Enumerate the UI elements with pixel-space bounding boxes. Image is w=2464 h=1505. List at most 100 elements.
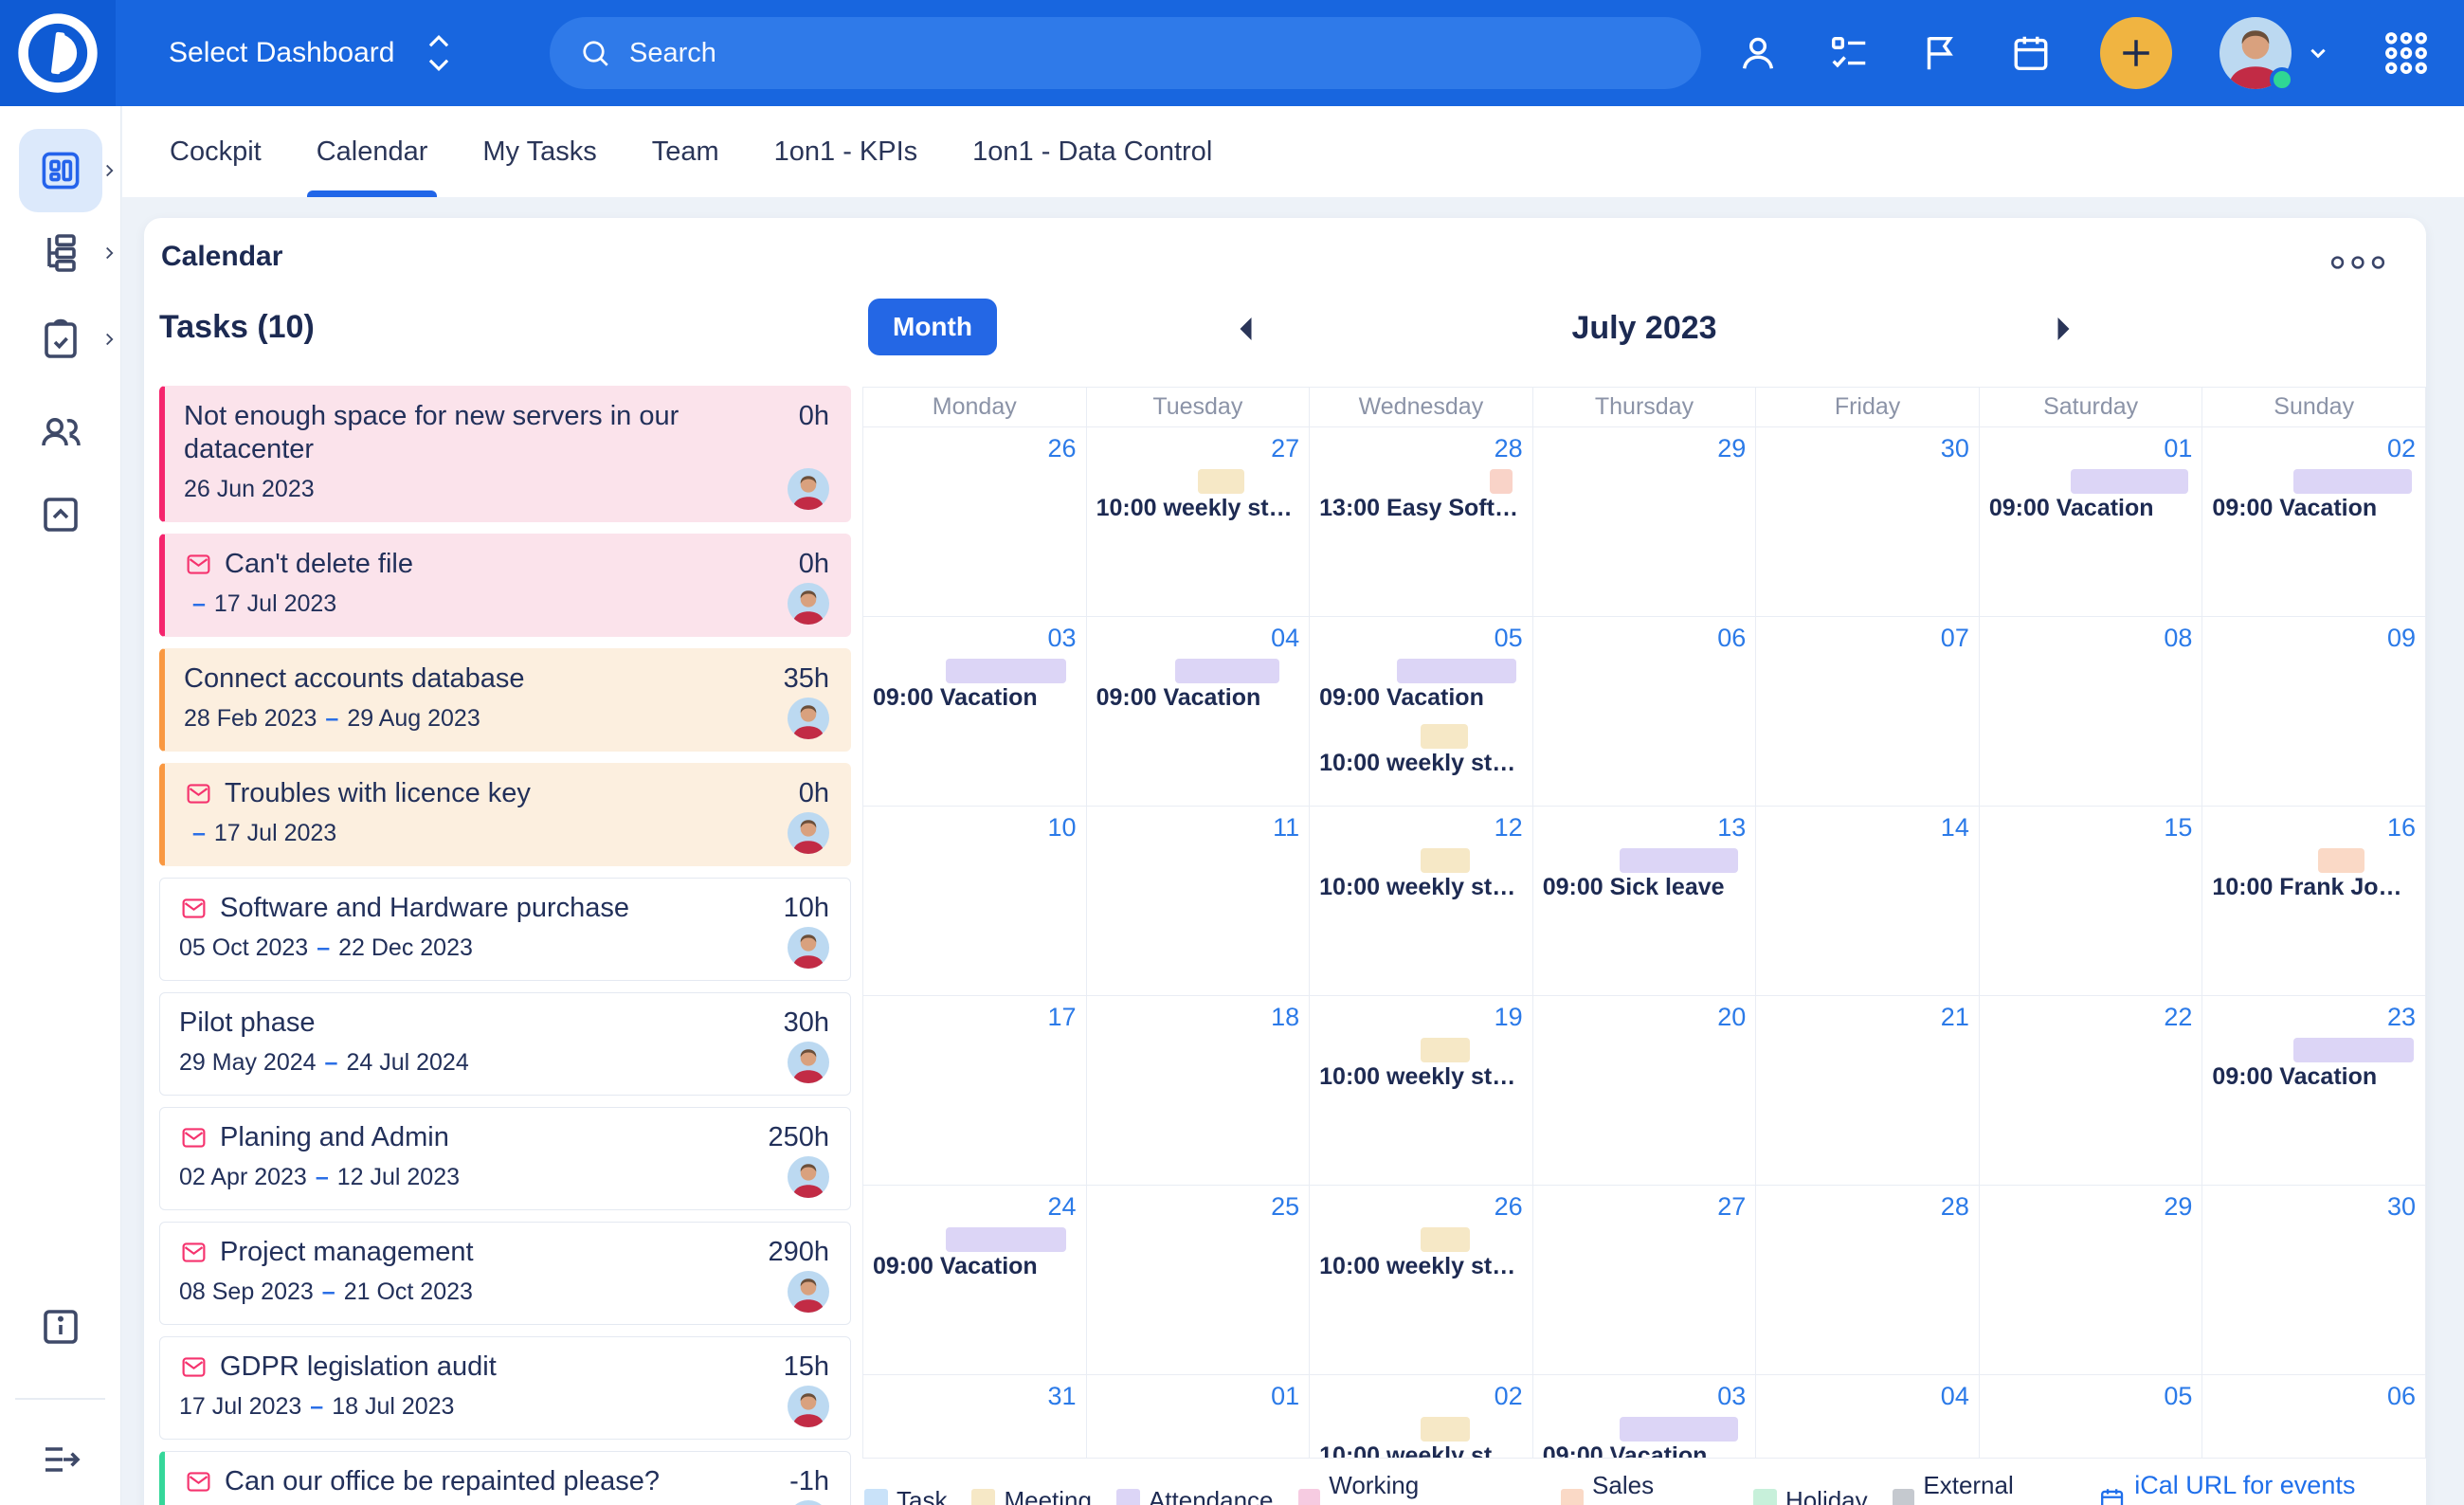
next-month-button[interactable] [2045,312,2079,346]
ical-export-link[interactable]: iCal URL for events export [2097,1471,2426,1505]
calendar-event[interactable]: 10:00 weekly statu… [1319,1227,1523,1280]
calendar-event[interactable]: 13:00 Easy Softwar… [1319,469,1523,522]
calendar-day-cell[interactable]: 25 [1086,1186,1311,1375]
sidebar-item-archive[interactable] [19,473,102,556]
calendar-day-cell[interactable]: 19 10:00 weekly statu… [1310,996,1533,1186]
calendar-event[interactable]: 09:00 Vacation [873,659,1077,712]
calendar-day-cell[interactable]: 14 [1756,807,1980,996]
day-number: 12 [1494,813,1523,842]
sidebar-item-dashboard[interactable] [19,129,114,212]
calendar-day-cell[interactable]: 01 09:00 Vacation [1979,427,2203,617]
apps-grid-icon[interactable] [2381,27,2432,79]
user-menu[interactable] [2219,17,2333,92]
calendar-event[interactable]: 09:00 Vacation [2212,1038,2416,1091]
calendar-day-cell[interactable]: 07 [1756,617,1980,807]
calendar-day-cell[interactable]: 27 [1532,1186,1757,1375]
task-card[interactable]: Planing and Admin 250h 02 Apr 2023–12 Jul … [159,1107,851,1210]
calendar-day-cell[interactable]: 12 10:00 weekly statu… [1310,807,1533,996]
calendar-day-cell[interactable]: 01 [1086,1375,1311,1459]
panel-options-icon[interactable] [2329,252,2386,273]
task-card[interactable]: Not enough space for new servers in our … [159,386,851,522]
task-card[interactable]: Project management 290h 08 Sep 2023–21 Oct… [159,1222,851,1325]
calendar-day-cell[interactable]: 15 [1979,807,2203,996]
calendar-event[interactable]: 09:00 Vacation [1319,659,1523,712]
tab-cockpit[interactable]: Cockpit [170,136,262,167]
user-icon[interactable] [1736,31,1780,75]
checklist-icon[interactable] [1827,31,1871,75]
calendar-day-cell[interactable]: 05 [1979,1375,2203,1459]
tab-calendar[interactable]: Calendar [306,106,438,197]
calendar-icon[interactable] [2009,31,2053,75]
task-card[interactable]: GDPR legislation audit 15h 17 Jul 2023–18 … [159,1336,851,1440]
search-input[interactable] [629,37,1673,69]
search-bar[interactable] [550,17,1701,89]
tab-1on1-kpis[interactable]: 1on1 - KPIs [773,136,918,167]
task-card[interactable]: Software and Hardware purchase 10h 05 Oct … [159,878,851,981]
calendar-event[interactable]: 09:00 Vacation [1543,1417,1747,1458]
calendar-event[interactable]: 09:00 Vacation [1989,469,2193,522]
calendar-day-cell[interactable]: 06 [2202,1375,2426,1459]
calendar-day-cell[interactable]: 28 [1756,1186,1980,1375]
calendar-day-cell[interactable]: 18 [1086,996,1311,1186]
calendar-event[interactable]: 09:00 Sick leave [1543,848,1747,901]
calendar-event[interactable]: 09:00 Vacation [873,1227,1077,1280]
calendar-day-cell[interactable]: 24 09:00 Vacation [863,1186,1087,1375]
calendar-day-cell[interactable]: 06 [1532,617,1757,807]
task-card[interactable]: Connect accounts database 35h 28 Feb 2023–… [159,648,851,752]
calendar-day-cell[interactable]: 04 [1756,1375,1980,1459]
calendar-day-cell[interactable]: 02 09:00 Vacation [2202,427,2426,617]
calendar-day-cell[interactable]: 28 13:00 Easy Softwar… [1310,427,1533,617]
calendar-day-cell[interactable]: 13 09:00 Sick leave [1532,807,1757,996]
calendar-day-cell[interactable]: 09 [2202,617,2426,807]
tab-team[interactable]: Team [651,136,719,167]
calendar-day-cell[interactable]: 20 [1532,996,1757,1186]
calendar-event[interactable]: 10:00 weekly statu… [1319,1038,1523,1091]
chevron-down-icon[interactable] [2303,38,2333,68]
create-new-button[interactable] [2100,17,2172,89]
prev-month-button[interactable] [1230,312,1264,346]
app-logo[interactable] [0,0,116,106]
sidebar-expand-button[interactable] [19,1418,102,1501]
calendar-day-cell[interactable]: 29 [1979,1186,2203,1375]
sidebar-item-project-tree[interactable] [19,211,114,295]
calendar-day-cell[interactable]: 11 [1086,807,1311,996]
calendar-event[interactable]: 10:00 Frank Johns… [2212,848,2416,901]
calendar-event[interactable]: 10:00 weekly statu… [1319,724,1523,777]
sidebar-item-users[interactable] [19,390,102,473]
calendar-day-cell[interactable]: 21 [1756,996,1980,1186]
calendar-event[interactable]: 09:00 Vacation [2212,469,2416,522]
tab-my-tasks[interactable]: My Tasks [482,136,597,167]
calendar-day-cell[interactable]: 05 09:00 Vacation 10:00 weekly statu… [1310,617,1533,807]
calendar-day-cell[interactable]: 26 10:00 weekly statu… [1310,1186,1533,1375]
calendar-day-cell[interactable]: 08 [1979,617,2203,807]
calendar-day-cell[interactable]: 30 [1756,427,1980,617]
calendar-day-cell[interactable]: 04 09:00 Vacation [1086,617,1311,807]
calendar-day-cell[interactable]: 10 [863,807,1087,996]
calendar-day-cell[interactable]: 29 [1532,427,1757,617]
dashboard-selector[interactable]: Select Dashboard [169,0,455,106]
task-card[interactable]: Can our office be repainted please? -1h [159,1451,851,1505]
calendar-event[interactable]: 10:00 weekly statu… [1319,1417,1523,1458]
calendar-day-cell[interactable]: 31 [863,1375,1087,1459]
flag-icon[interactable] [1918,31,1962,75]
sidebar-item-info[interactable] [19,1285,102,1369]
calendar-day-cell[interactable]: 16 10:00 Frank Johns… [2202,807,2426,996]
calendar-event[interactable]: 10:00 weekly statu… [1096,469,1299,522]
calendar-day-cell[interactable]: 03 09:00 Vacation [863,617,1087,807]
calendar-day-cell[interactable]: 03 09:00 Vacation [1532,1375,1757,1459]
calendar-event[interactable]: 10:00 weekly statu… [1319,848,1523,901]
calendar-day-cell[interactable]: 22 [1979,996,2203,1186]
sidebar-item-tasks[interactable] [19,298,114,381]
calendar-event[interactable]: 09:00 Vacation [1096,659,1300,712]
calendar-day-cell[interactable]: 26 [863,427,1087,617]
month-view-button[interactable]: Month [868,299,997,355]
tab-1on1-data-control[interactable]: 1on1 - Data Control [972,136,1213,167]
calendar-day-cell[interactable]: 27 10:00 weekly statu… [1086,427,1311,617]
calendar-day-cell[interactable]: 17 [863,996,1087,1186]
calendar-day-cell[interactable]: 23 09:00 Vacation [2202,996,2426,1186]
task-card[interactable]: Can't delete file 0h –17 Jul 2023 [159,534,851,637]
task-card[interactable]: Pilot phase 30h 29 May 2024–24 Jul 2024 [159,992,851,1096]
calendar-day-cell[interactable]: 02 10:00 weekly statu… [1310,1375,1533,1459]
task-card[interactable]: Troubles with licence key 0h –17 Jul 2023 [159,763,851,866]
calendar-day-cell[interactable]: 30 [2202,1186,2426,1375]
